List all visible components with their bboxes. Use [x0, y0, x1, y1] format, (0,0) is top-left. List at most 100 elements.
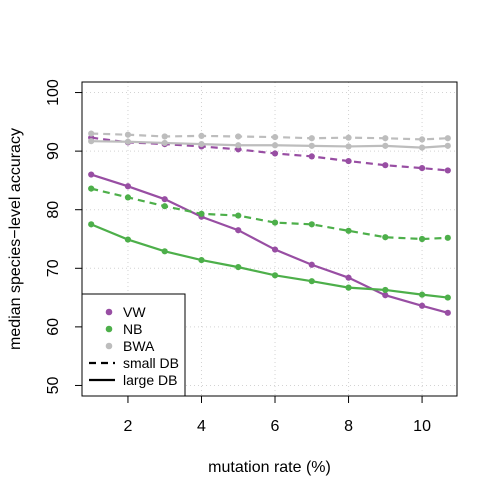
- legend-label: large DB: [123, 372, 177, 388]
- legend-label: VW: [123, 304, 146, 320]
- data-point: [271, 272, 279, 279]
- data-point: [418, 302, 426, 309]
- data-point: [161, 248, 168, 255]
- legend-item: NB: [105, 321, 142, 337]
- series-layer: [88, 130, 451, 316]
- data-point: [345, 274, 352, 281]
- data-point: [308, 278, 315, 285]
- y-axis-label: median species−level accuracy: [7, 128, 24, 350]
- y-tick-label: 90: [45, 142, 62, 160]
- data-point: [444, 309, 451, 316]
- data-point: [345, 134, 352, 141]
- data-point: [444, 135, 451, 142]
- data-point: [418, 144, 426, 151]
- x-tick-label: 10: [413, 418, 431, 435]
- data-point: [345, 227, 352, 234]
- x-tick-label: 6: [271, 418, 280, 435]
- data-point: [271, 219, 279, 226]
- plot-frame: [81, 81, 458, 397]
- data-point: [444, 142, 451, 149]
- x-tick-label: 2: [124, 418, 133, 435]
- data-point: [235, 227, 242, 234]
- legend-item: BWA: [105, 338, 155, 354]
- data-point: [308, 135, 315, 142]
- data-point: [382, 286, 389, 294]
- data-point: [161, 196, 168, 203]
- data-point: [161, 203, 168, 210]
- legend-label: NB: [123, 321, 142, 337]
- data-point: [124, 131, 132, 138]
- data-point: [235, 212, 242, 219]
- data-point: [308, 261, 315, 268]
- data-point: [271, 133, 279, 141]
- series-nb-small-db: [88, 185, 451, 243]
- series-nb-large-db: [88, 221, 451, 301]
- data-point: [444, 294, 451, 301]
- data-point: [161, 139, 168, 147]
- y-tick-label: 80: [45, 201, 62, 219]
- data-point: [418, 291, 426, 298]
- series-vw-large-db: [88, 171, 451, 316]
- y-tick-label: 70: [45, 259, 62, 277]
- series-line: [90, 223, 448, 299]
- data-point: [345, 157, 352, 165]
- y-tick-label: 100: [45, 79, 62, 106]
- data-point: [382, 162, 389, 169]
- data-point: [382, 234, 389, 241]
- data-point: [235, 264, 242, 271]
- data-point: [124, 194, 132, 201]
- data-point: [235, 133, 242, 140]
- data-point: [382, 292, 389, 299]
- data-point: [271, 142, 279, 149]
- data-point: [198, 256, 205, 264]
- data-point: [418, 136, 426, 143]
- data-point: [345, 284, 352, 291]
- data-point: [308, 142, 315, 149]
- legend-point-marker: [105, 342, 113, 350]
- data-point: [382, 142, 389, 149]
- legend-item: large DB: [89, 372, 177, 388]
- series-bwa-small-db: [88, 130, 451, 143]
- y-tick-label: 50: [45, 376, 62, 394]
- data-point: [88, 171, 95, 178]
- data-point: [88, 130, 95, 137]
- data-point: [382, 135, 389, 142]
- legend-item: VW: [105, 304, 146, 320]
- series-vw-small-db: [88, 134, 451, 174]
- series-bwa-large-db: [88, 138, 451, 151]
- data-point: [124, 138, 132, 145]
- legend-item: small DB: [89, 355, 179, 371]
- legend-label: small DB: [123, 355, 179, 371]
- series-line: [90, 187, 448, 241]
- data-point: [418, 235, 426, 243]
- data-point: [271, 150, 279, 157]
- data-point: [198, 132, 205, 139]
- data-point: [124, 183, 132, 190]
- x-axis-label: mutation rate (%): [208, 459, 331, 476]
- data-point: [444, 234, 451, 241]
- data-point: [198, 210, 205, 217]
- data-point: [345, 143, 352, 150]
- x-tick-label: 8: [344, 418, 353, 435]
- data-point: [88, 221, 95, 228]
- axes: 2 4 6 8 10 50 60 70 80 90 100: [45, 79, 431, 435]
- y-tick-label: 60: [45, 318, 62, 336]
- legend-point-marker: [105, 325, 113, 333]
- data-point: [198, 140, 205, 148]
- data-point: [161, 133, 168, 140]
- data-point: [235, 142, 242, 149]
- data-point: [271, 246, 279, 253]
- series-line: [91, 140, 448, 149]
- series-line: [91, 132, 448, 141]
- data-point: [418, 165, 426, 172]
- legend-label: BWA: [123, 338, 155, 354]
- x-tick-label: 4: [197, 418, 206, 435]
- data-point: [308, 221, 315, 228]
- data-point: [88, 185, 95, 192]
- legend-point-marker: [105, 308, 113, 316]
- data-point: [88, 138, 95, 145]
- data-point: [124, 236, 132, 243]
- data-point: [308, 153, 315, 160]
